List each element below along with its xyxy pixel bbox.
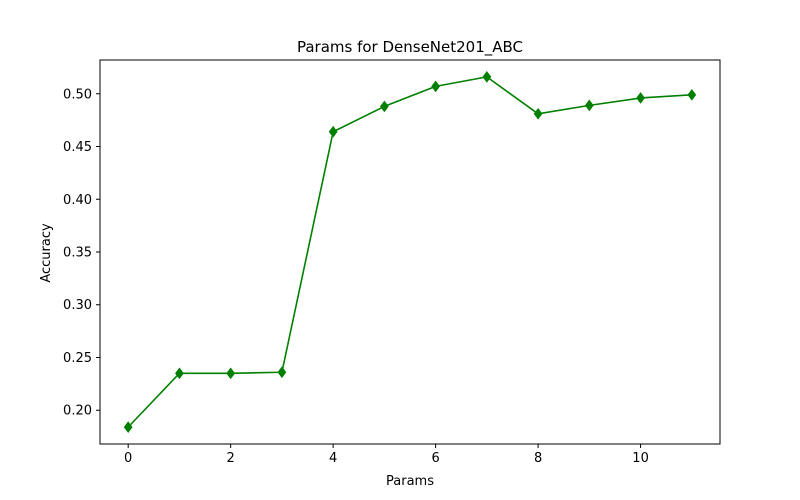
y-tick-label: 0.30 [63, 298, 92, 313]
data-point-marker [584, 99, 594, 112]
plot-area: 0 2 4 6 8 10 0.20 0.25 0.30 0.35 0.40 0.45 0.50 [63, 59, 721, 466]
data-point-marker [123, 421, 133, 433]
x-tick-label: 2 [227, 451, 235, 466]
y-axis-title: Accuracy [39, 223, 54, 283]
x-tick-label: 0 [124, 451, 132, 466]
series-line [127, 76, 692, 428]
x-tick-label: 4 [329, 451, 337, 466]
y-tick-label: 0.45 [63, 140, 92, 155]
data-point-marker [533, 107, 543, 120]
y-tick-label: 0.25 [63, 351, 92, 366]
y-tick-label: 0.40 [63, 193, 92, 208]
y-tick-label: 0.50 [63, 87, 92, 102]
data-point-marker [328, 125, 338, 138]
data-point-marker [431, 80, 440, 93]
x-tick-label: 6 [431, 451, 439, 466]
y-tick-label: 0.20 [63, 404, 92, 419]
x-tick-label: 8 [534, 451, 542, 466]
data-point-marker [482, 71, 492, 83]
data-point-marker [226, 367, 236, 380]
data-point-marker [636, 92, 645, 104]
data-point-marker [175, 367, 184, 380]
data-point-marker [380, 100, 389, 113]
data-point-marker [687, 88, 697, 101]
x-tick-label: 10 [632, 451, 649, 466]
y-tick-label: 0.35 [63, 246, 92, 261]
data-point-marker [277, 366, 287, 379]
chart-title: Params for DenseNet201_ABC [297, 38, 523, 57]
x-axis-title: Params [386, 474, 434, 489]
